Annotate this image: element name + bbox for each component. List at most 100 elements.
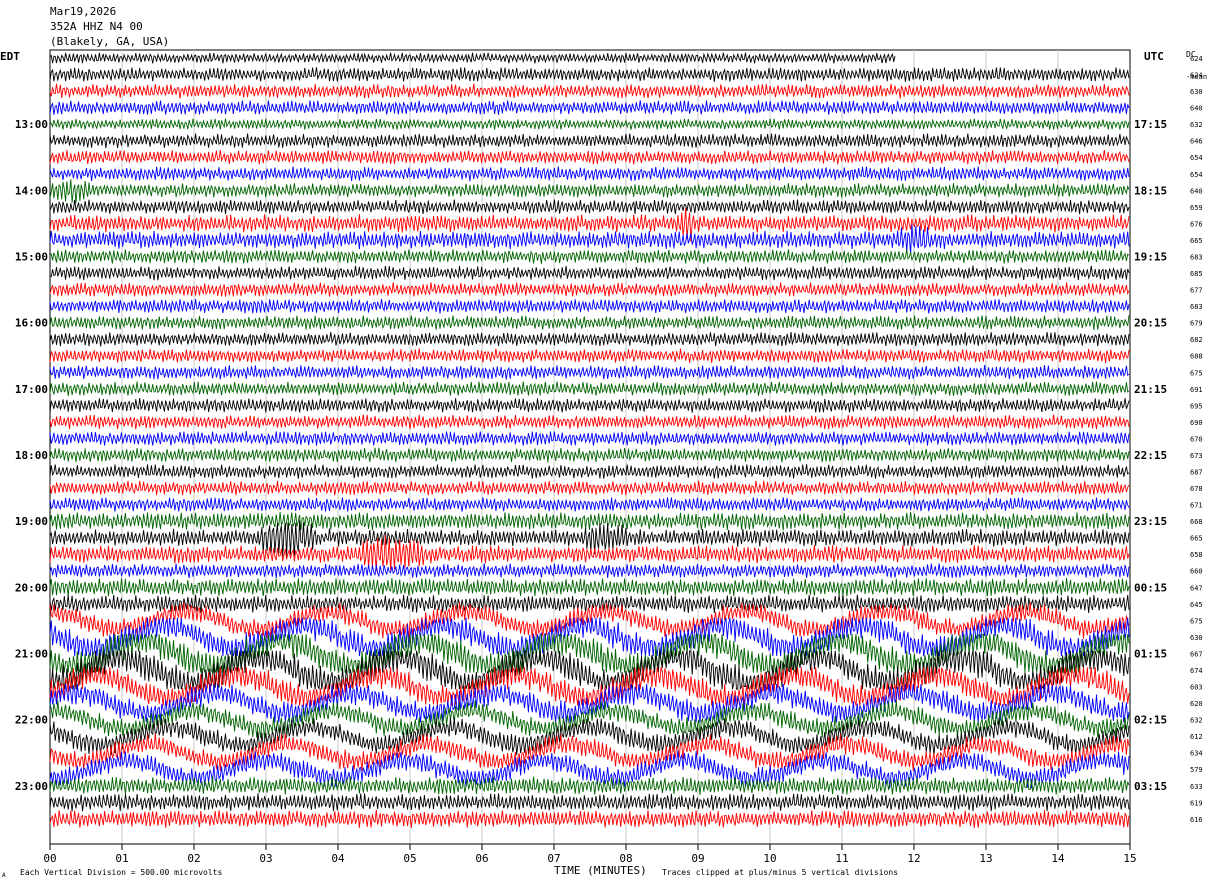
seismic-trace: [49, 602, 1130, 640]
seismic-trace: [49, 100, 1130, 115]
seismic-trace: [49, 315, 1130, 330]
dc-offset-label: 675: [1190, 369, 1203, 377]
x-tick-label: 10: [763, 852, 776, 865]
dc-offset-label: 660: [1190, 568, 1203, 576]
right-time-label: 18:15: [1134, 184, 1167, 197]
x-tick-label: 01: [115, 852, 128, 865]
seismic-trace: [49, 118, 1130, 131]
dc-offset-label: 630: [1190, 88, 1203, 96]
dc-offset-label: 673: [1190, 452, 1203, 460]
dc-offset-label: 670: [1190, 435, 1203, 443]
left-time-label: 21:00: [15, 647, 48, 660]
x-tick-label: 14: [1051, 852, 1065, 865]
x-tick-label: 03: [259, 852, 272, 865]
dc-offset-label: 632: [1190, 717, 1203, 725]
dc-offset-label: 659: [1190, 204, 1203, 212]
seismic-trace: [49, 480, 1130, 496]
seismic-trace: [49, 633, 1130, 675]
seismic-trace: [49, 332, 1130, 347]
dc-offset-label: 646: [1190, 138, 1203, 146]
right-time-label: 03:15: [1134, 780, 1167, 793]
dc-offset-label: 665: [1190, 535, 1203, 543]
dc-offset-label: 671: [1190, 502, 1203, 510]
right-time-label: 22:15: [1134, 449, 1167, 462]
x-tick-label: 15: [1123, 852, 1136, 865]
left-time-label: 17:00: [15, 383, 48, 396]
seismic-trace: [49, 534, 1130, 572]
right-time-label: 17:15: [1134, 118, 1167, 131]
left-timezone-label: EDT: [0, 50, 20, 63]
dc-offset-label: 654: [1190, 154, 1203, 162]
dc-offset-label: 616: [1190, 816, 1203, 824]
x-axis: 00 01 02 03 04 05 06 07 08 09 10 11 12 13 14 15: [43, 843, 1137, 865]
dc-offset-label: 668: [1190, 518, 1203, 526]
seismic-trace: [49, 667, 1130, 706]
dc-offset-label: 645: [1190, 601, 1203, 609]
seismic-trace: [49, 497, 1130, 512]
dc-offset-label: 691: [1190, 386, 1203, 394]
left-time-label: 13:00: [15, 118, 48, 131]
dc-offset-labels: 624 624 630 640 632 646 654 654 640 659 676 665 683 6…: [1190, 55, 1203, 824]
seismic-trace: [49, 265, 1130, 281]
seismic-trace: [49, 464, 1130, 479]
seismic-trace: [49, 179, 1130, 203]
seismic-trace: [49, 578, 1130, 597]
dc-offset-label: 658: [1190, 551, 1203, 559]
seismic-trace: [49, 594, 1130, 613]
scale-mark: A: [2, 872, 6, 879]
seismic-trace: [49, 717, 1130, 756]
seismic-trace: [49, 83, 1130, 99]
seismic-trace: [49, 149, 1130, 165]
x-tick-label: 12: [907, 852, 920, 865]
seismic-trace: [49, 700, 1130, 739]
seismic-trace: [49, 431, 1130, 446]
x-tick-label: 05: [403, 852, 416, 865]
minute-gridlines: [121, 50, 1059, 844]
dc-offset-label: 619: [1190, 799, 1203, 807]
right-time-label: 00:15: [1134, 581, 1167, 594]
seismic-trace: [49, 52, 896, 64]
dc-offset-label: 676: [1190, 220, 1203, 228]
seismic-trace: [49, 447, 1130, 463]
dc-offset-label: 690: [1190, 419, 1203, 427]
seismic-trace: [49, 282, 1130, 297]
seismic-trace: [49, 207, 1130, 242]
left-time-label: 18:00: [15, 449, 48, 462]
dc-header-sublabel: -mean: [1186, 73, 1207, 81]
dc-offset-label: 603: [1190, 684, 1203, 692]
seismic-trace: [49, 381, 1130, 397]
dc-offset-label: 677: [1190, 287, 1203, 295]
dc-offset-label: 634: [1190, 750, 1203, 758]
scale-note: Each Vertical Division = 500.00 microvol…: [20, 868, 222, 877]
dc-offset-label: 695: [1190, 402, 1203, 410]
left-time-label: 14:00: [15, 184, 48, 197]
dc-offset-label: 687: [1190, 469, 1203, 477]
seismic-trace: [49, 733, 1130, 772]
seismic-trace: [49, 520, 1130, 557]
seismic-trace: [49, 199, 1130, 215]
location-title: (Blakely, GA, USA): [50, 35, 169, 48]
right-time-labels: 17:15 18:15 19:15 20:15 21:15 22:15 23:15 00:15…: [1134, 118, 1167, 793]
x-axis-title: TIME (MINUTES): [554, 864, 647, 877]
left-time-label: 16:00: [15, 317, 48, 330]
right-timezone-label: UTC: [1144, 50, 1164, 63]
left-time-label: 23:00: [15, 780, 48, 793]
seismic-trace: [49, 683, 1130, 723]
left-time-label: 20:00: [15, 581, 48, 594]
dc-offset-label: 685: [1190, 270, 1203, 278]
seismic-trace: [49, 224, 1130, 255]
dc-offset-label: 667: [1190, 650, 1203, 658]
dc-offset-label: 624: [1190, 72, 1203, 80]
right-time-label: 19:15: [1134, 250, 1167, 263]
x-tick-label: 08: [619, 852, 632, 865]
dc-offset-label: 640: [1190, 105, 1203, 113]
seismic-trace: [49, 365, 1130, 380]
dc-offset-label: 647: [1190, 584, 1203, 592]
dc-offset-label: 632: [1190, 121, 1203, 129]
seismic-trace: [49, 67, 1130, 82]
plot-frame: [49, 49, 1131, 845]
dc-offset-label: 683: [1190, 253, 1203, 261]
left-time-label: 15:00: [15, 250, 48, 263]
x-tick-label: 07: [547, 852, 560, 865]
